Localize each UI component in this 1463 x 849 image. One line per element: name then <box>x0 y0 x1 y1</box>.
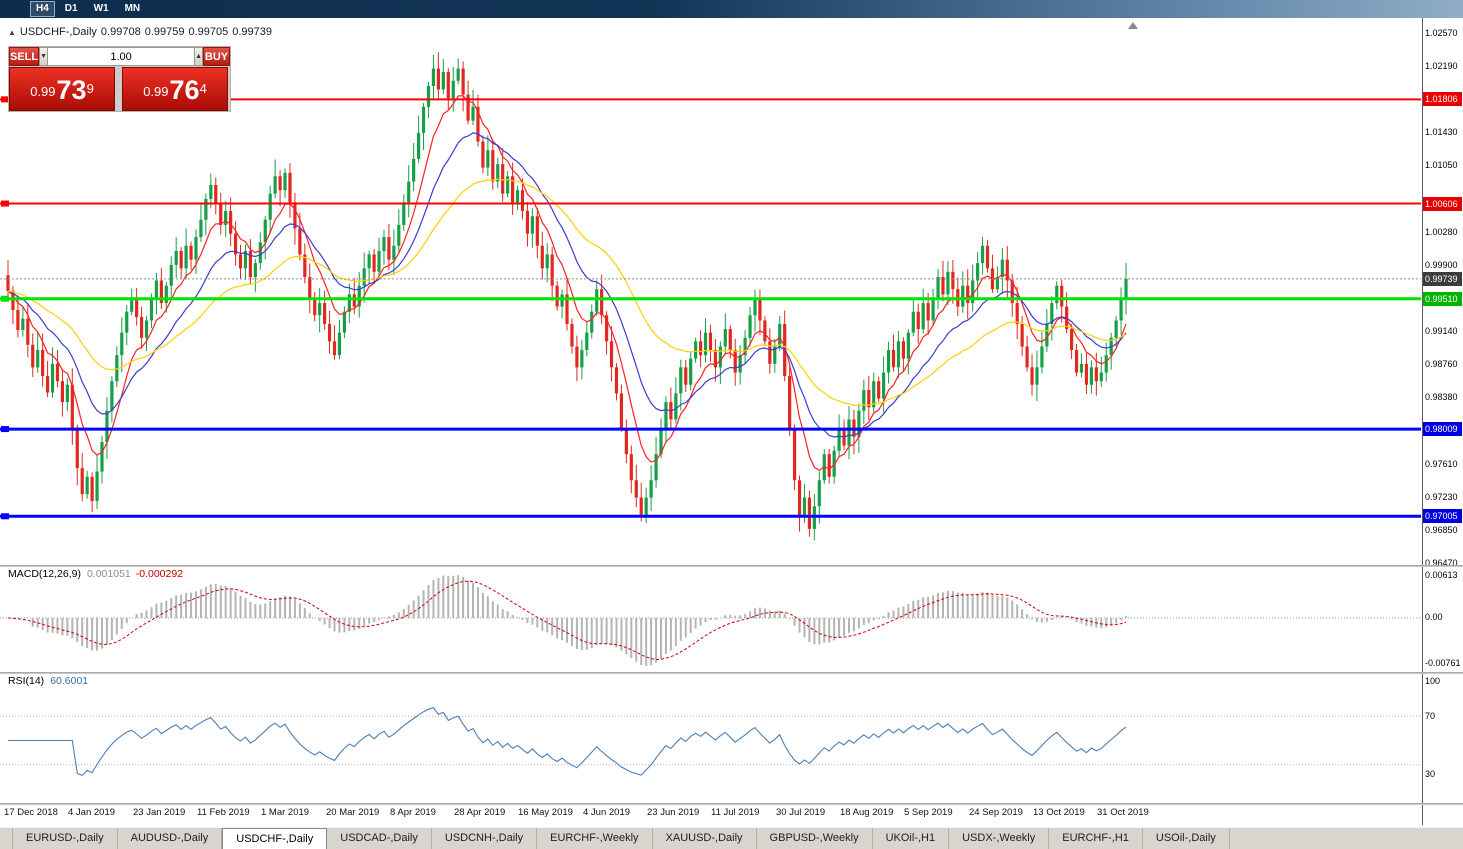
sell-button[interactable]: SELL <box>9 47 40 66</box>
price-axis-tick: 0.97610 <box>1425 459 1458 469</box>
chart-tab-ukoil-h1[interactable]: UKOil-,H1 <box>873 828 950 849</box>
price-axis: 1.02570 1.02190 1.01430 1.01050 1.00280 0.999… <box>1423 18 1463 825</box>
volume-increase-button[interactable]: ▲ <box>194 47 203 66</box>
level-price-label: 0.98009 <box>1423 422 1462 436</box>
chart-tab-eurchf-h1[interactable]: EURCHF-,H1 <box>1049 828 1143 849</box>
date-label: 18 Aug 2019 <box>840 807 894 818</box>
date-axis-splitter <box>0 803 1463 805</box>
price-axis-tick: 1.00280 <box>1425 227 1458 237</box>
date-label: 8 Apr 2019 <box>390 807 436 818</box>
buy-price-point: 4 <box>199 81 207 96</box>
macd-axis-label: 0.00 <box>1425 612 1443 622</box>
buy-button[interactable]: BUY <box>203 47 230 66</box>
level-price-label: 1.01806 <box>1423 92 1462 106</box>
sell-price-point: 9 <box>86 81 94 96</box>
chart-canvas[interactable] <box>0 18 1423 825</box>
price-axis-tick: 1.01430 <box>1425 127 1458 137</box>
chart-symbol: USDCHF-,Daily <box>19 26 97 38</box>
timeframe-buttons: H4 D1 W1 MN <box>28 1 148 17</box>
axis-separator <box>1422 18 1423 825</box>
date-label: 28 Apr 2019 <box>454 807 506 818</box>
date-label: 16 May 2019 <box>518 807 573 818</box>
timeframe-button-d1[interactable]: D1 <box>64 3 78 14</box>
sell-price-pips: 73 <box>56 75 87 105</box>
price-axis-tick: 1.02190 <box>1425 61 1458 71</box>
buy-price-big-figure: 0.99 <box>143 84 169 99</box>
date-label: 11 Jul 2019 <box>711 807 760 818</box>
price-axis-tick: 0.98760 <box>1425 359 1458 369</box>
bar-close: 0.99739 <box>232 26 272 38</box>
chart-tab-usdchf-daily[interactable]: USDCHF-,Daily <box>222 828 328 849</box>
date-label: 13 Oct 2019 <box>1033 807 1085 818</box>
rsi-value: 60.6001 <box>50 675 89 687</box>
buy-price-box[interactable]: 0.99 76 4 <box>122 67 228 111</box>
macd-splitter[interactable] <box>0 565 1463 567</box>
date-label: 11 Feb 2019 <box>197 807 250 818</box>
chart-window[interactable]: ▲ USDCHF-,Daily 0.99708 0.99759 0.99705 0.997… <box>0 18 1463 827</box>
macd-value: 0.001051 <box>86 568 131 580</box>
price-axis-tick: 0.96470 <box>1425 558 1458 568</box>
one-click-trading-widget: SELL ▼ ▲ BUY 0.99 73 9 0.99 76 4 <box>8 46 231 112</box>
rsi-axis-label: 30 <box>1425 769 1436 779</box>
level-price-label: 0.99510 <box>1423 292 1462 306</box>
date-label: 31 Oct 2019 <box>1097 807 1149 818</box>
sell-price-big-figure: 0.99 <box>30 84 56 99</box>
chart-tab-xauusd-daily[interactable]: XAUUSD-,Daily <box>653 828 757 849</box>
volume-decrease-button[interactable]: ▼ <box>39 47 49 66</box>
chart-tab-audusd-daily[interactable]: AUDUSD-,Daily <box>118 828 223 849</box>
date-label: 4 Jun 2019 <box>583 807 631 818</box>
rsi-label: RSI(14) 60.6001 <box>8 675 89 687</box>
chart-tab-usoil-daily[interactable]: USOil-,Daily <box>1143 828 1230 849</box>
date-label: 24 Sep 2019 <box>969 807 1023 818</box>
price-axis-tick: 0.99140 <box>1425 326 1458 336</box>
volume-input[interactable] <box>48 47 195 66</box>
date-label: 5 Sep 2019 <box>904 807 953 818</box>
chart-tab-usdx-weekly[interactable]: USDX-,Weekly <box>949 828 1050 849</box>
chart-tab-eurchf-weekly[interactable]: EURCHF-,Weekly <box>537 828 653 849</box>
bar-high: 0.99759 <box>144 26 185 38</box>
rsi-axis-label: 70 <box>1425 711 1436 721</box>
date-label: 23 Jun 2019 <box>647 807 700 818</box>
timeframe-button-mn[interactable]: MN <box>124 3 141 14</box>
macd-label: MACD(12,26,9) 0.001051 -0.000292 <box>8 568 184 580</box>
current-price-label: 0.99739 <box>1423 272 1462 286</box>
price-axis-tick: 0.99900 <box>1425 260 1458 270</box>
bar-open: 0.99708 <box>100 26 141 38</box>
chart-tab-eurusd-daily[interactable]: EURUSD-,Daily <box>12 828 118 849</box>
macd-axis-label: -0.00761 <box>1425 658 1461 668</box>
price-axis-tick: 1.01050 <box>1425 160 1458 170</box>
rsi-axis-label: 100 <box>1425 676 1441 686</box>
chart-tab-usdcnh-daily[interactable]: USDCNH-,Daily <box>432 828 538 849</box>
chart-title: ▲ USDCHF-,Daily 0.99708 0.99759 0.99705 0.997… <box>8 26 276 38</box>
price-axis-tick: 1.02570 <box>1425 28 1458 38</box>
chart-tab-usdcad-daily[interactable]: USDCAD-,Daily <box>327 828 432 849</box>
date-label: 1 Mar 2019 <box>261 807 310 818</box>
sell-price-box[interactable]: 0.99 73 9 <box>9 67 115 111</box>
chart-tab-bar: EURUSD-,Daily AUDUSD-,Daily USDCHF-,Daily U… <box>0 827 1463 849</box>
price-axis-tick: 0.98380 <box>1425 392 1458 402</box>
date-label: 30 Jul 2019 <box>776 807 826 818</box>
date-label: 17 Dec 2018 <box>4 807 58 818</box>
price-axis-tick: 0.97230 <box>1425 492 1458 502</box>
rsi-splitter[interactable] <box>0 672 1463 674</box>
date-label: 20 Mar 2019 <box>326 807 380 818</box>
chart-shift-marker[interactable] <box>1128 22 1138 29</box>
bar-low: 0.99705 <box>188 26 229 38</box>
timeframe-button-h4[interactable]: H4 <box>30 1 55 17</box>
date-label: 4 Jan 2019 <box>68 807 116 818</box>
macd-signal-value: -0.000292 <box>135 568 184 580</box>
macd-axis-label: 0.00613 <box>1425 570 1458 580</box>
date-label: 23 Jan 2019 <box>133 807 186 818</box>
timeframe-button-w1[interactable]: W1 <box>93 3 109 14</box>
level-price-label: 0.97005 <box>1423 509 1462 523</box>
timeframe-toolbar: H4 D1 W1 MN <box>0 0 1463 18</box>
buy-price-pips: 76 <box>169 75 200 105</box>
chart-tab-gbpusd-weekly[interactable]: GBPUSD-,Weekly <box>757 828 873 849</box>
chart-window-icon: ▲ <box>8 28 16 37</box>
price-axis-tick: 0.96850 <box>1425 525 1458 535</box>
level-price-label: 1.00606 <box>1423 197 1462 211</box>
